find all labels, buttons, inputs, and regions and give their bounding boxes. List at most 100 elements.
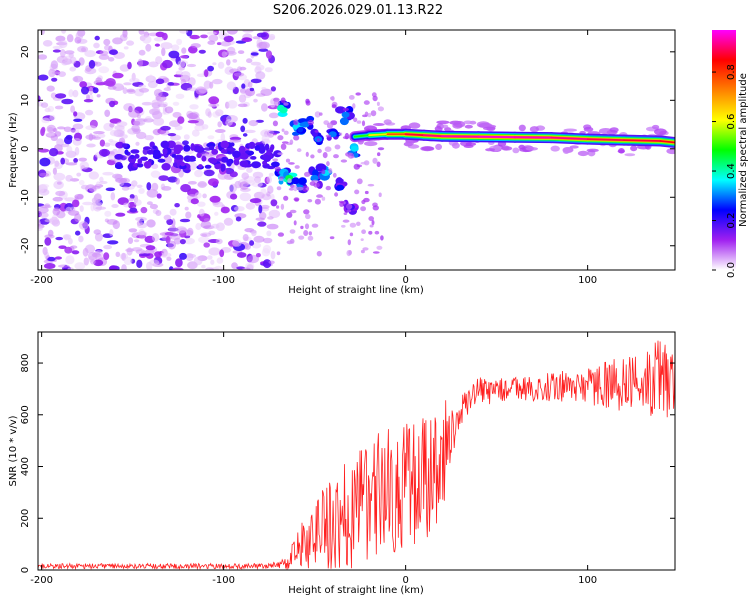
spectrogram-noise-blob (266, 149, 272, 156)
spectrogram-noise-blob (198, 208, 205, 217)
ridge-halo-blob (525, 147, 538, 151)
spectrogram-noise-blob (54, 131, 62, 137)
spectrogram-noise-blob (211, 223, 220, 229)
spectrogram-noise-blob (174, 154, 184, 160)
spectrogram-noise-blob (180, 162, 186, 167)
spectrogram-noise-blob (314, 111, 321, 118)
spectrogram-noise-blob (75, 230, 81, 236)
spectrogram-noise-blob (242, 117, 248, 124)
spectrogram-noise-blob (77, 46, 89, 53)
spectrogram-noise-blob (247, 254, 259, 264)
ridge-halo-blob (453, 120, 466, 128)
spectrogram-noise-blob (274, 166, 281, 172)
spectrogram-noise-blob (257, 221, 267, 227)
spectrogram-noise-blob (105, 187, 116, 192)
spectrogram-noise-blob (288, 162, 295, 165)
spectrogram-noise-blob (171, 267, 184, 270)
spectrogram-noise-blob (270, 250, 276, 260)
spectrogram-noise-blob (276, 186, 282, 191)
spectrogram-noise-blob (160, 125, 171, 131)
spectrogram-noise-blob (264, 143, 270, 151)
spectrogram-noise-blob (94, 35, 100, 41)
spectrogram-noise-blob (107, 85, 117, 90)
ridge-halo-blob (518, 124, 526, 132)
spectrogram-noise-blob (250, 52, 259, 56)
spectrogram-noise-blob (316, 194, 323, 198)
spectrogram-noise-blob (47, 229, 54, 237)
spectrogram-noise-blob (52, 128, 58, 132)
ridge-segment (586, 138, 625, 142)
spectrogram-noise-blob (248, 141, 256, 149)
spectrogram-noise-blob (60, 49, 66, 58)
spectrogram-noise-blob (329, 236, 335, 240)
spectrogram-noise-blob (163, 87, 171, 92)
spectrogram-noise-blob (147, 81, 158, 89)
spectrogram-noise-blob (66, 145, 73, 153)
spectrogram-noise-blob (321, 196, 326, 201)
spectrogram-noise-blob (253, 235, 265, 243)
ridge-halo-blob (512, 147, 520, 154)
spectrogram-noise-blob (187, 112, 198, 120)
spectrogram-noise-blob (88, 59, 96, 69)
spectrogram-noise-blob (232, 239, 242, 247)
spectrogram-noise-blob (78, 235, 84, 243)
spectrogram-noise-blob (115, 164, 124, 170)
colorbar-scale (712, 30, 736, 270)
spectrogram-noise-blob (360, 161, 367, 165)
spectrogram-noise-blob (179, 30, 189, 34)
spectrogram-noise-blob (303, 209, 310, 215)
spectrogram-noise-blob (150, 170, 161, 178)
spectrogram-noise-blob (248, 120, 259, 127)
spectrogram-noise-blob (309, 181, 316, 186)
spectrogram-noise-blob (88, 171, 100, 180)
spectrogram-noise-blob (280, 97, 286, 104)
spectrogram-noise-blob (175, 258, 183, 268)
spectrogram-noise-blob (364, 111, 369, 117)
spectrogram-noise-blob (63, 126, 72, 133)
spectrogram-noise-blob (38, 226, 43, 231)
spectrogram-noise-blob (175, 93, 185, 100)
spectrogram-noise-blob (238, 145, 246, 154)
spectrogram-noise-blob (256, 41, 268, 50)
spectrogram-noise-blob (138, 87, 150, 93)
spectrogram-noise-blob (202, 193, 207, 199)
spectrogram-noise-blob (67, 267, 74, 270)
spectrogram-noise-blob (166, 256, 172, 261)
spectrogram-noise-blob (233, 72, 245, 77)
spectrogram-noise-blob (237, 66, 242, 72)
spectrogram-noise-blob (356, 120, 362, 124)
spectrogram-noise-blob (242, 30, 254, 33)
spectrogram-noise-blob (283, 195, 289, 201)
spectrogram-noise-blob (109, 49, 118, 55)
spectrogram-noise-blob (226, 159, 232, 167)
spectrogram-noise-blob (217, 158, 222, 162)
spectrogram-noise-blob (123, 202, 130, 208)
y-tick-label: 400 (20, 457, 31, 476)
spectrogram-noise-blob (110, 192, 116, 201)
spectrogram-noise-blob (246, 58, 253, 64)
spectrogram-noise-blob (123, 82, 132, 86)
spectrogram-noise-blob (91, 201, 103, 206)
spectrogram-noise-blob (184, 237, 195, 245)
spectrogram-noise-blob (368, 216, 375, 222)
x-tick-label: 100 (578, 275, 597, 286)
spectrogram-noise-blob (137, 222, 148, 229)
spectrogram-noise-blob (208, 247, 221, 256)
spectrogram-noise-blob (179, 239, 186, 245)
spectrogram-noise-blob (57, 181, 62, 185)
spectrogram-noise-blob (273, 132, 277, 136)
spectrogram-noise-blob (96, 94, 101, 98)
spectrogram-noise-blob (305, 98, 310, 104)
spectrogram-noise-blob (190, 198, 199, 205)
spectrogram-noise-blob (160, 252, 172, 258)
spectrogram-noise-blob (171, 44, 180, 51)
spectrogram-noise-blob (342, 219, 350, 223)
spectrogram-noise-blob (104, 142, 111, 147)
spectrogram-noise-blob (201, 233, 208, 237)
spectrogram-noise-blob (140, 206, 148, 214)
spectrogram-noise-blob (376, 101, 380, 106)
spectrogram-noise-blob (267, 129, 275, 138)
spectrogram-noise-blob (303, 230, 309, 236)
spectrogram-noise-blob (161, 163, 171, 171)
